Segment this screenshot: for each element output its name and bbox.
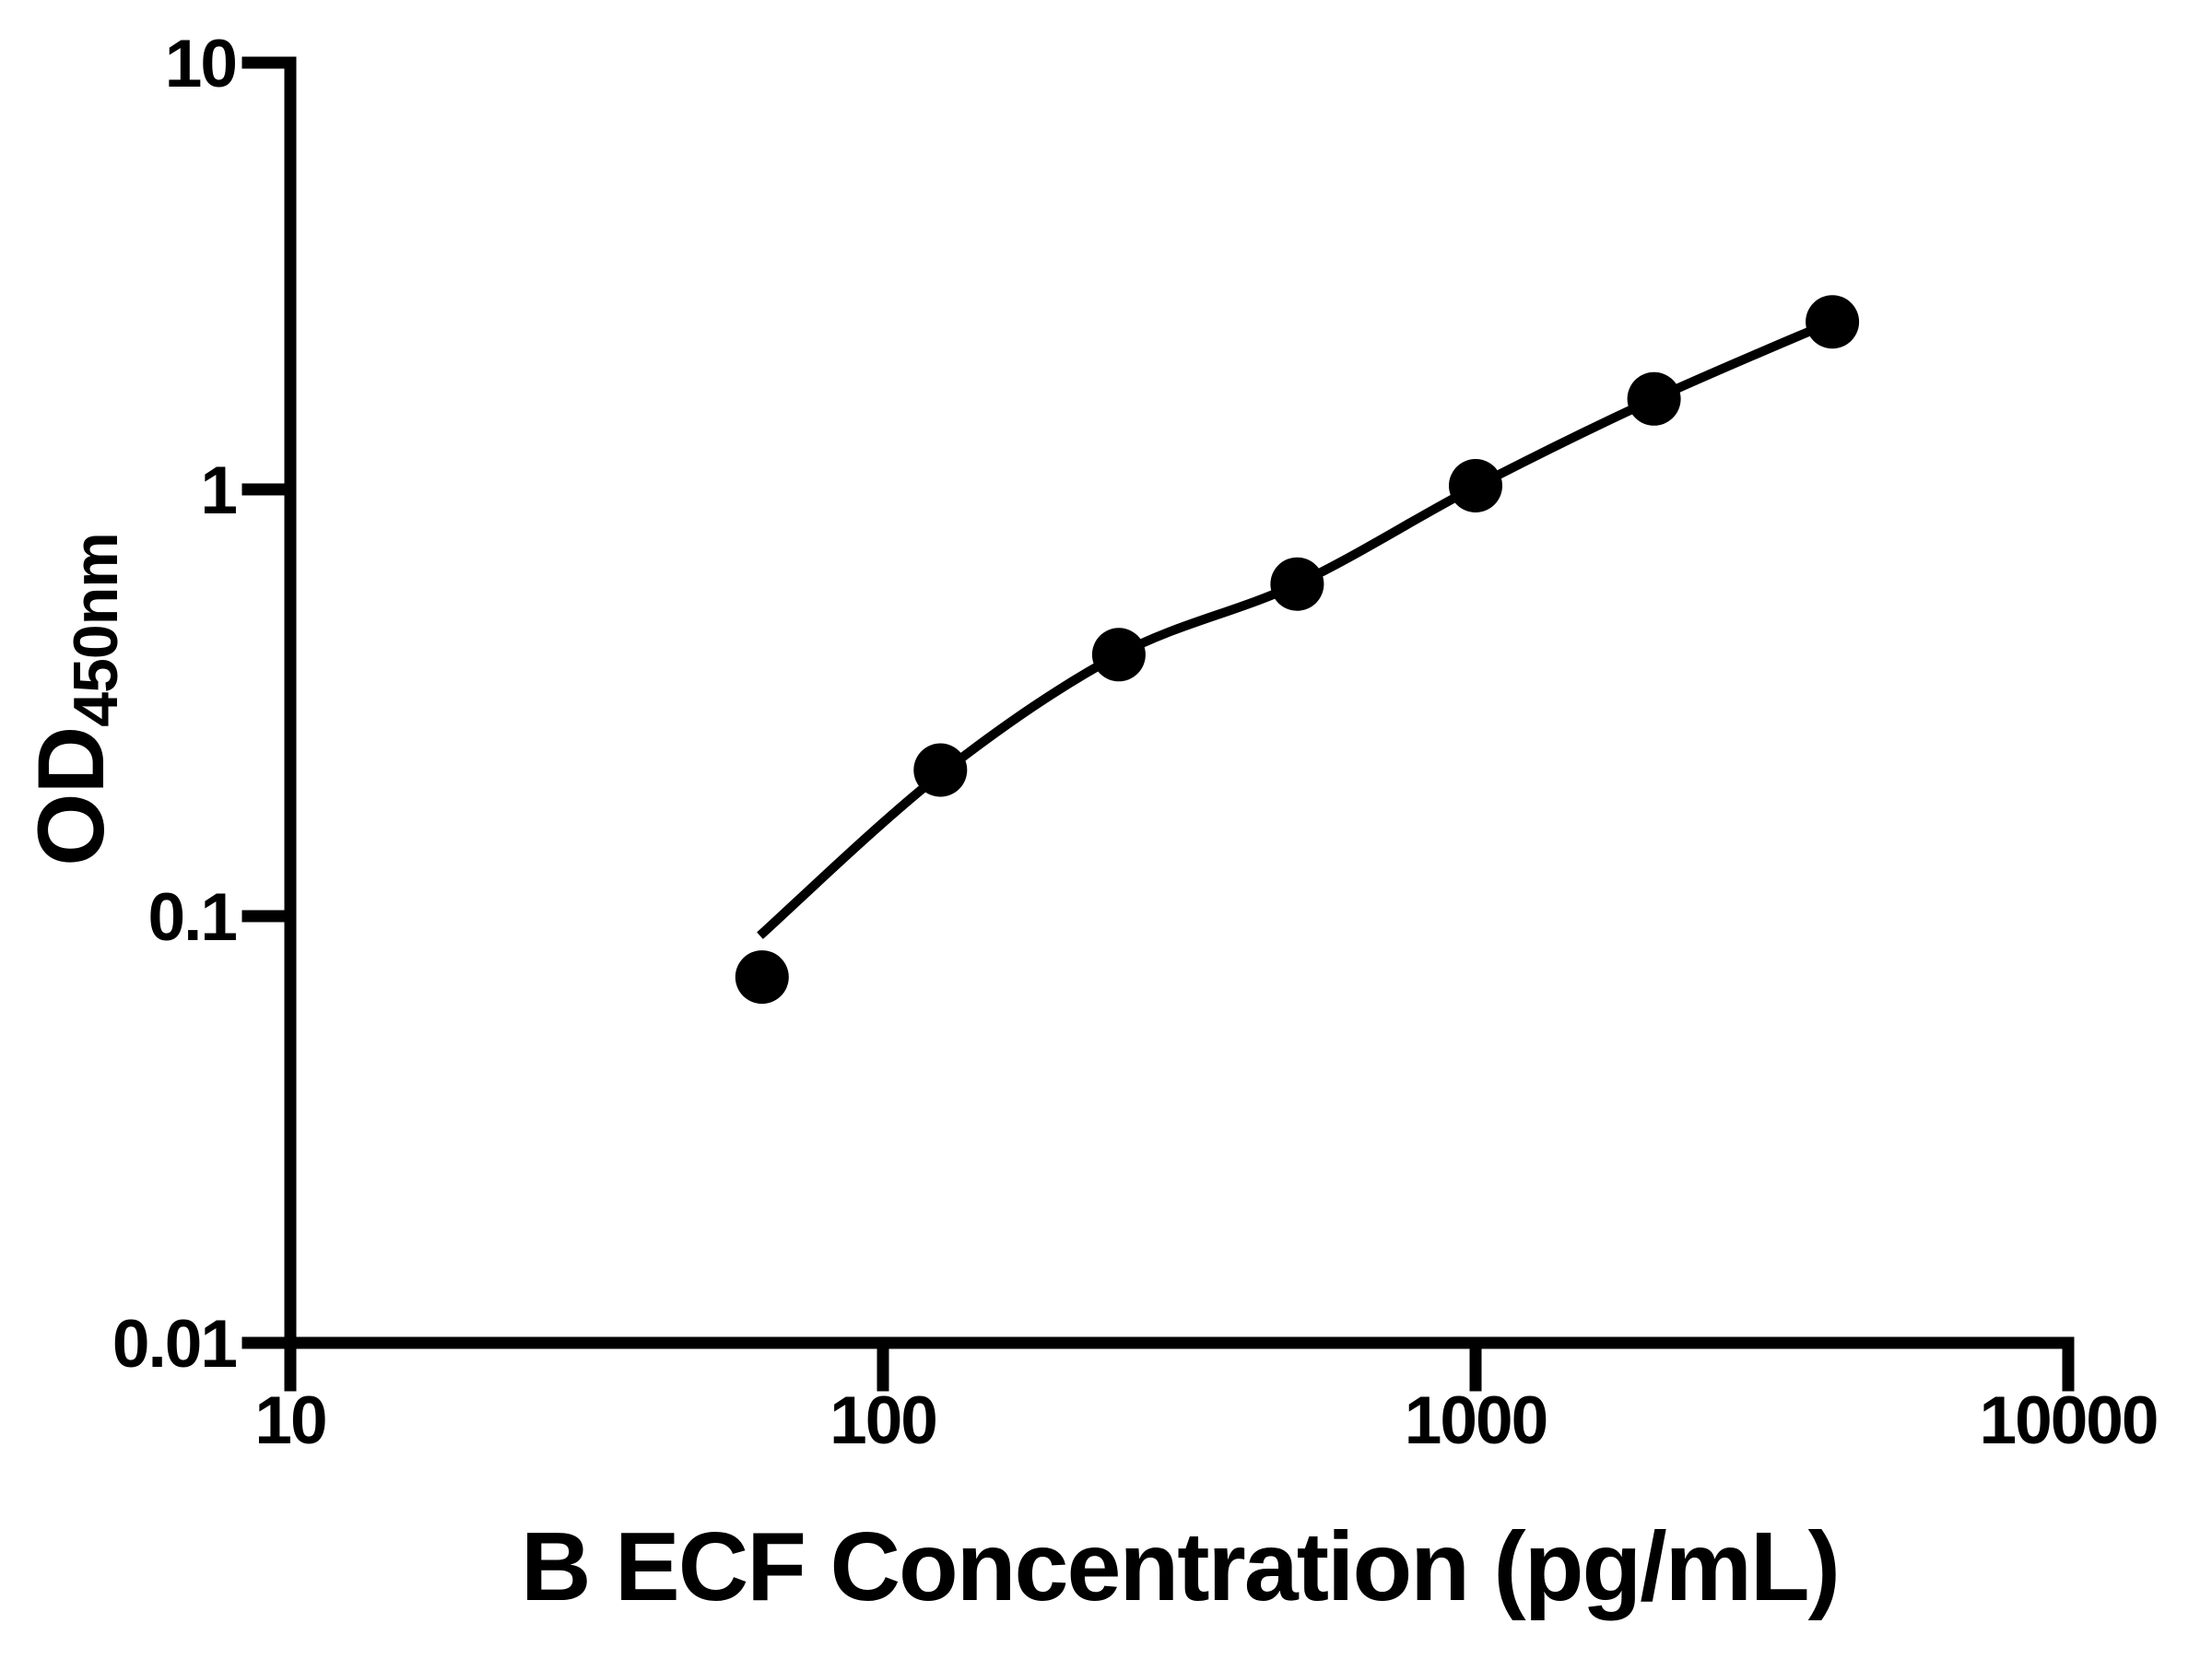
x-tick-label: 100	[830, 1383, 936, 1458]
data-point-marker	[1449, 459, 1502, 512]
data-point-marker	[735, 950, 789, 1005]
y-tick-label: 0.01	[112, 1307, 236, 1382]
y-axis-title-subscript: 450nm	[60, 533, 131, 727]
data-point-marker	[1091, 628, 1146, 682]
x-tick-label: 10	[254, 1383, 325, 1458]
y-tick-label: 1	[200, 453, 236, 528]
y-axis-title: OD450nm	[18, 533, 131, 865]
data-point-marker	[913, 743, 968, 797]
data-point-marker	[1270, 557, 1324, 611]
y-axis-title-main: OD	[18, 726, 124, 866]
data-point-marker	[1627, 371, 1681, 426]
x-axis-title: B ECF Concentration (pg/mL)	[521, 1512, 1841, 1621]
y-tick-label: 10	[165, 27, 236, 101]
data-point-marker	[1806, 295, 1860, 349]
y-tick-label: 0.1	[148, 880, 237, 955]
x-tick-label: 1000	[1405, 1383, 1547, 1458]
x-tick-label: 10000	[1980, 1383, 2158, 1458]
